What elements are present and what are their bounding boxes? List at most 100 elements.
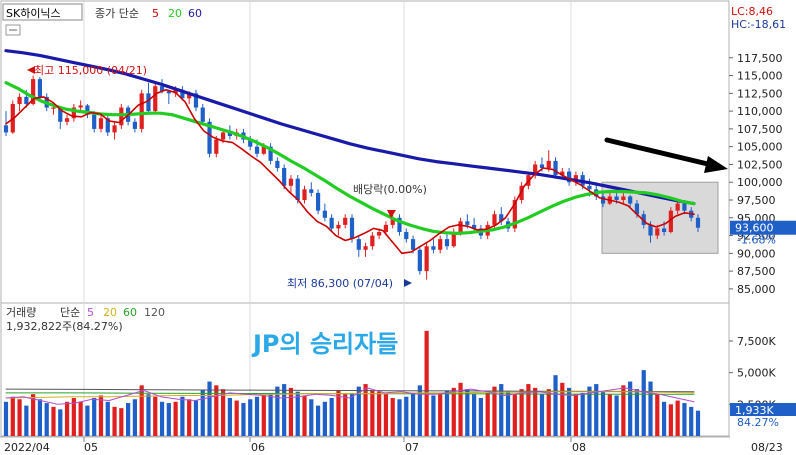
volume-bar (349, 392, 355, 436)
volume-bar (275, 386, 280, 436)
volume-bar (566, 387, 572, 436)
dividend-annotation: 배당락(0.00%) (353, 183, 427, 196)
lc-text: LC:8,46 (731, 5, 773, 18)
y-tick-label: 117,500 (737, 52, 783, 65)
volume-bar (417, 385, 422, 436)
candle (64, 114, 70, 126)
low-arrow-icon (404, 279, 412, 287)
volume-bar (580, 392, 585, 436)
high-arrow-icon (27, 66, 35, 74)
volume-bar (472, 394, 477, 436)
volume-bar (329, 398, 334, 436)
volume-bar (465, 389, 470, 436)
volume-bar (139, 385, 144, 436)
current-volume-label: 1,933K (735, 404, 774, 417)
volume-bar (10, 396, 15, 436)
grid (83, 2, 572, 442)
volume-bar (499, 384, 504, 436)
ticker-name[interactable]: SK하이닉스 (6, 6, 61, 20)
candle (566, 168, 572, 186)
candle (356, 235, 361, 257)
volume-bar (682, 403, 687, 436)
y-tick-label: 112,500 (737, 87, 783, 100)
ticker-box[interactable] (2, 3, 83, 21)
volume-bar (37, 399, 43, 436)
volume-bar (689, 406, 694, 436)
y-tick-label: 97,500 (737, 194, 776, 207)
candle (180, 86, 185, 101)
volume-bar (641, 370, 646, 436)
volume-bar (24, 405, 29, 436)
candle (166, 89, 171, 104)
volume-ma5-label: 5 (87, 306, 94, 319)
candle (37, 76, 43, 101)
volume-ma120-label: 120 (144, 306, 165, 319)
volume-bar (444, 390, 450, 436)
volume-bar (132, 399, 138, 436)
candle (200, 104, 205, 126)
volume-bar (295, 391, 300, 436)
volume-bar (193, 400, 199, 436)
x-label-07: 07 (405, 441, 419, 454)
volume-bar (336, 390, 341, 436)
volume-bar (166, 403, 171, 436)
candle (214, 136, 219, 158)
candle (119, 104, 124, 129)
candle (546, 150, 551, 172)
volume-bar (309, 399, 314, 436)
candle (315, 189, 321, 215)
candle (336, 221, 341, 236)
volume-bar (526, 384, 531, 436)
y-tick-label: 107,500 (737, 123, 783, 136)
volume-bar (573, 394, 578, 436)
candle (275, 157, 280, 172)
candle (417, 246, 422, 275)
candle (302, 185, 307, 204)
candle (288, 175, 294, 193)
volume-bar (519, 389, 524, 436)
x-label-05: 05 (84, 441, 98, 454)
volume-bar (241, 403, 246, 436)
current-pct-label: 84.27% (737, 416, 779, 429)
volume-bars (3, 330, 701, 436)
volume-ma-type-label: 단순 (60, 306, 80, 319)
volume-bar (126, 403, 131, 436)
volume-bar (153, 396, 158, 436)
volume-bar (539, 394, 545, 436)
candle (370, 232, 375, 250)
candle (431, 239, 436, 254)
candle (193, 89, 199, 112)
volume-bar (64, 401, 70, 436)
y-tick-label: 115,000 (737, 70, 783, 83)
candle (132, 118, 138, 133)
volume-bar (560, 382, 565, 436)
volume-bar (322, 401, 327, 436)
candle (309, 182, 314, 197)
volume-bar (634, 389, 640, 436)
ma-type-label: 종가 단순 (95, 7, 139, 20)
volume-bar (410, 392, 416, 436)
y-tick-label: 85,000 (737, 283, 776, 296)
volume-bar (227, 398, 232, 436)
y-tick-label: 110,000 (737, 105, 783, 118)
candle (268, 143, 273, 165)
volume-bar (363, 384, 368, 436)
volume-bar (675, 400, 680, 436)
volume-bar (3, 401, 9, 436)
volume-bar (173, 401, 178, 436)
volume-bar (628, 381, 633, 436)
candle (363, 242, 368, 257)
candle (553, 157, 558, 179)
volume-bar (424, 330, 429, 436)
candle (573, 171, 578, 186)
volume-bar (661, 401, 667, 436)
x-label-2022-04: 2022/04 (4, 441, 50, 454)
volume-title: 거래량 (6, 306, 36, 319)
ma60-label: 60 (188, 7, 202, 20)
candle (695, 214, 701, 232)
volume-bar (343, 394, 348, 436)
volume-bar (119, 408, 124, 436)
y-tick-label: 90,000 (737, 247, 776, 260)
volume-bar (44, 403, 49, 436)
